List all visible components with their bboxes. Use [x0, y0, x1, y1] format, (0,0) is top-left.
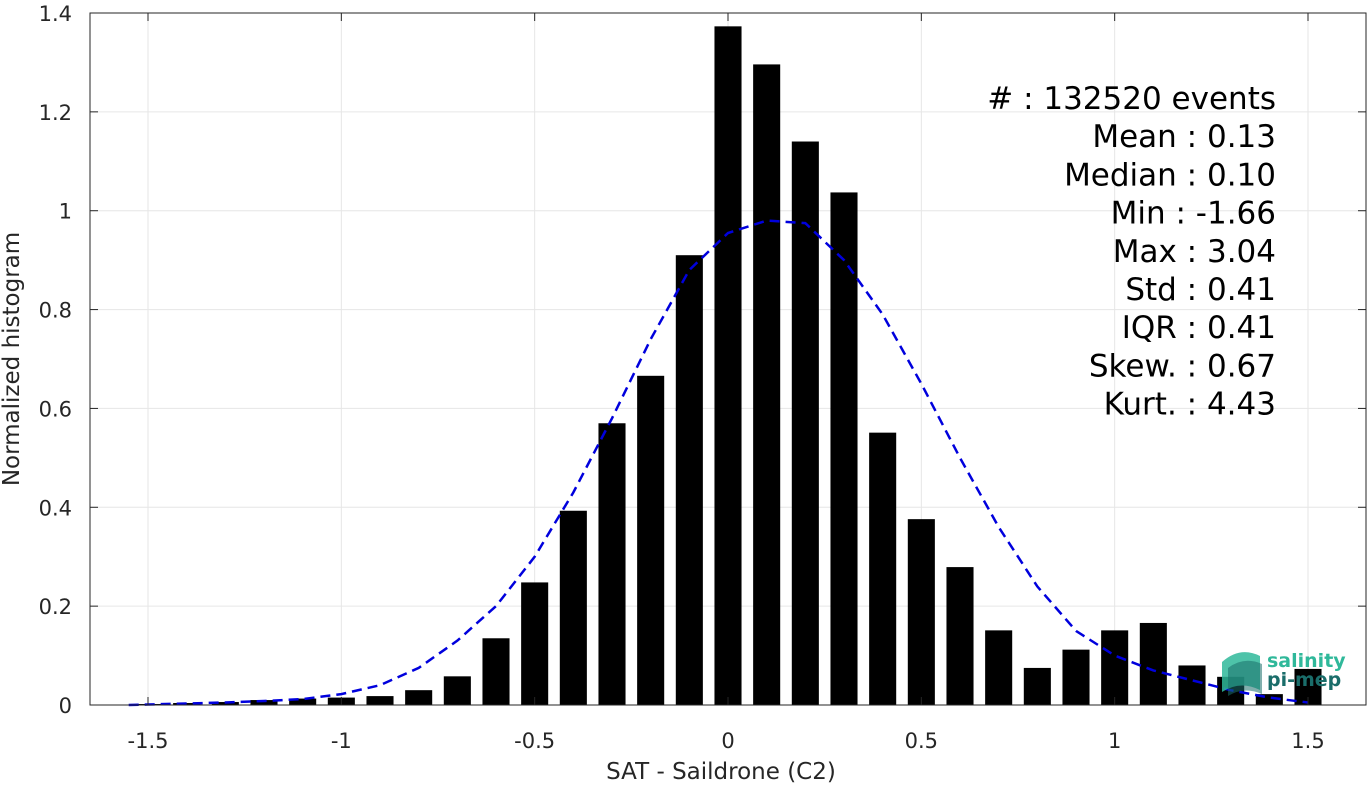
histogram-bar [675, 255, 703, 705]
histogram-bar [830, 192, 858, 705]
histogram-bar [985, 630, 1013, 705]
histogram-bar [482, 638, 510, 705]
y-axis-title: Normalized histogram [0, 232, 25, 486]
y-tick-label: 0.4 [39, 496, 72, 520]
stat-line: Skew. : 0.67 [1089, 348, 1276, 384]
histogram-bars [134, 26, 1322, 706]
x-tick-label: 0.5 [905, 729, 938, 753]
histogram-bar [1139, 622, 1167, 705]
logo-salinity-text: salinity [1267, 650, 1346, 672]
x-tick-label: 1.5 [1291, 729, 1324, 753]
y-axis-ticks: 0 0.2 0.4 0.6 0.8 1 1.2 1.4 [39, 2, 1366, 718]
histogram-bar [250, 700, 278, 705]
histogram-bar [559, 510, 587, 705]
histogram-bar [1101, 630, 1129, 705]
stat-line: Min : -1.66 [1111, 196, 1276, 232]
y-tick-label: 1.2 [39, 101, 72, 125]
histogram-bar [1062, 649, 1090, 705]
histogram-bar [598, 423, 626, 705]
y-tick-label: 1.4 [39, 2, 72, 26]
histogram-bar [1255, 694, 1283, 705]
histogram-bar [753, 64, 781, 706]
y-tick-label: 1 [59, 200, 72, 224]
y-tick-label: 0.6 [39, 397, 72, 421]
histogram-bar [907, 519, 935, 705]
histogram-bar [946, 567, 974, 705]
stat-line: Max : 3.04 [1113, 234, 1276, 270]
stat-line: Mean : 0.13 [1092, 119, 1276, 155]
histogram-bar [521, 582, 549, 705]
histogram-bar [443, 676, 471, 705]
stat-line: Kurt. : 4.43 [1104, 387, 1276, 423]
x-tick-label: 1 [1108, 729, 1121, 753]
histogram-bar [869, 432, 897, 705]
x-tick-label: -0.5 [514, 729, 555, 753]
y-tick-label: 0.8 [39, 299, 72, 323]
histogram-bar [405, 690, 433, 705]
x-tick-label: -1.5 [128, 729, 169, 753]
logo-wave-icon [1222, 652, 1262, 696]
histogram-bar [1023, 667, 1051, 705]
histogram-bar [791, 141, 819, 705]
stat-line: Std : 0.41 [1125, 272, 1276, 308]
x-tick-label: 0 [721, 729, 734, 753]
stat-line: Median : 0.10 [1064, 157, 1276, 193]
histogram-bar [637, 375, 665, 705]
x-axis-title: SAT - Saildrone (C2) [606, 759, 836, 785]
stat-line: IQR : 0.41 [1122, 310, 1276, 346]
x-tick-label: -1 [331, 729, 352, 753]
histogram-bar [714, 26, 742, 706]
histogram-bar [366, 696, 394, 705]
y-tick-label: 0 [59, 694, 72, 718]
x-axis-ticks: -1.5 -1 -0.5 0 0.5 1 1.5 [128, 13, 1325, 753]
histogram-bar [289, 698, 317, 705]
logo-pi-mep-text: pi-mep [1267, 669, 1341, 691]
stat-line: # : 132520 events [987, 81, 1276, 117]
gaussian-fit-curve [128, 219, 1309, 707]
histogram-bar [1178, 665, 1206, 705]
y-tick-label: 0.2 [39, 595, 72, 619]
salinity-pi-mep-logo: salinity pi-mep [1222, 650, 1346, 696]
